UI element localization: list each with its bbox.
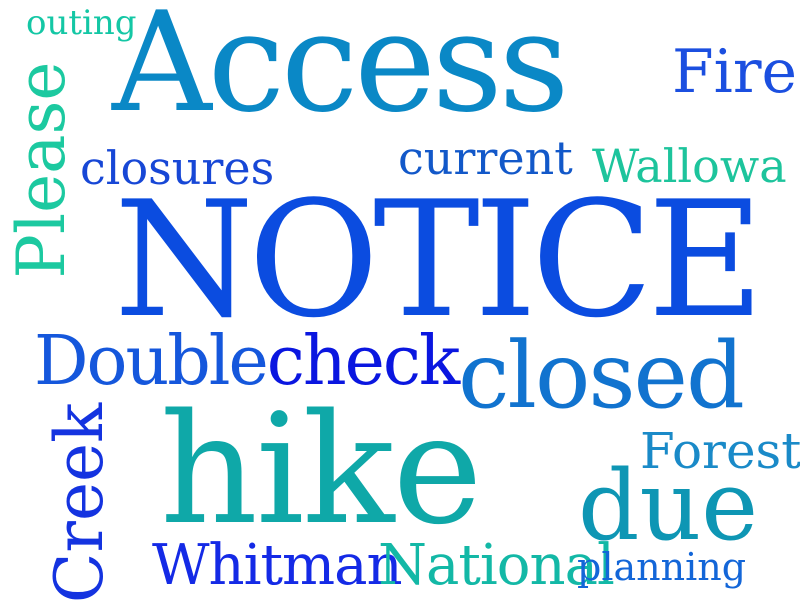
- word-please: Please: [3, 61, 80, 279]
- word-doublecheck: Doublecheck: [34, 328, 460, 396]
- word-fire: Fire: [672, 37, 798, 107]
- word-planning: planning: [577, 545, 747, 589]
- word-check: check: [266, 322, 460, 401]
- word-outing: outing: [26, 3, 137, 43]
- word-closures: closures: [80, 141, 275, 195]
- word-access: Access: [112, 0, 570, 143]
- word-hike: hike: [160, 381, 483, 558]
- word-forest: Forest: [640, 422, 800, 480]
- word-national: National: [378, 533, 615, 598]
- word-double: Double: [34, 322, 269, 401]
- word-current: current: [398, 131, 573, 185]
- word-creek: Creek: [41, 402, 118, 600]
- word-notice: NOTICE: [114, 166, 764, 353]
- word-whitman: Whitman: [152, 533, 403, 598]
- word-wallowa: Wallowa: [592, 139, 787, 193]
- word-closed: closed: [458, 322, 745, 429]
- word-due: due: [578, 450, 759, 562]
